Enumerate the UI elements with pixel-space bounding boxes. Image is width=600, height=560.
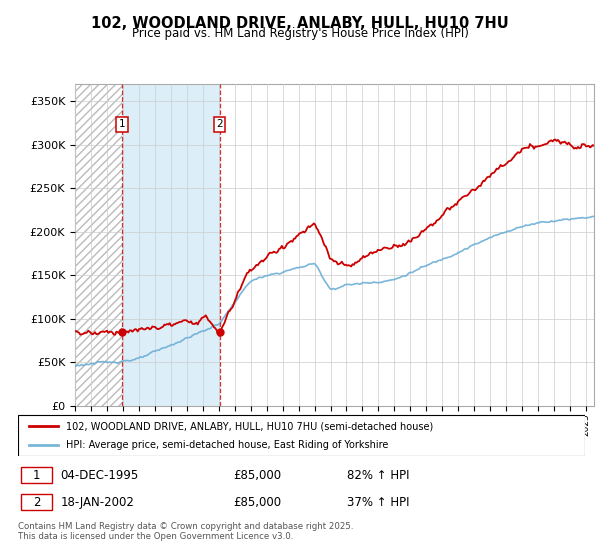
Text: HPI: Average price, semi-detached house, East Riding of Yorkshire: HPI: Average price, semi-detached house,… <box>66 440 389 450</box>
Text: Contains HM Land Registry data © Crown copyright and database right 2025.
This d: Contains HM Land Registry data © Crown c… <box>18 522 353 542</box>
Text: 1: 1 <box>33 469 40 482</box>
Text: 2: 2 <box>33 496 40 508</box>
Bar <box>122 84 220 406</box>
Text: Price paid vs. HM Land Registry's House Price Index (HPI): Price paid vs. HM Land Registry's House … <box>131 27 469 40</box>
Text: 2: 2 <box>216 119 223 129</box>
Text: £85,000: £85,000 <box>233 496 281 508</box>
Bar <box>21 467 52 483</box>
Text: 82% ↑ HPI: 82% ↑ HPI <box>347 469 409 482</box>
Text: 102, WOODLAND DRIVE, ANLABY, HULL, HU10 7HU: 102, WOODLAND DRIVE, ANLABY, HULL, HU10 … <box>91 16 509 31</box>
Text: 102, WOODLAND DRIVE, ANLABY, HULL, HU10 7HU (semi-detached house): 102, WOODLAND DRIVE, ANLABY, HULL, HU10 … <box>66 421 433 431</box>
Text: 37% ↑ HPI: 37% ↑ HPI <box>347 496 409 508</box>
Text: £85,000: £85,000 <box>233 469 281 482</box>
Text: 1: 1 <box>118 119 125 129</box>
Bar <box>75 84 122 406</box>
Text: 18-JAN-2002: 18-JAN-2002 <box>61 496 134 508</box>
Text: 04-DEC-1995: 04-DEC-1995 <box>61 469 139 482</box>
Bar <box>21 494 52 510</box>
